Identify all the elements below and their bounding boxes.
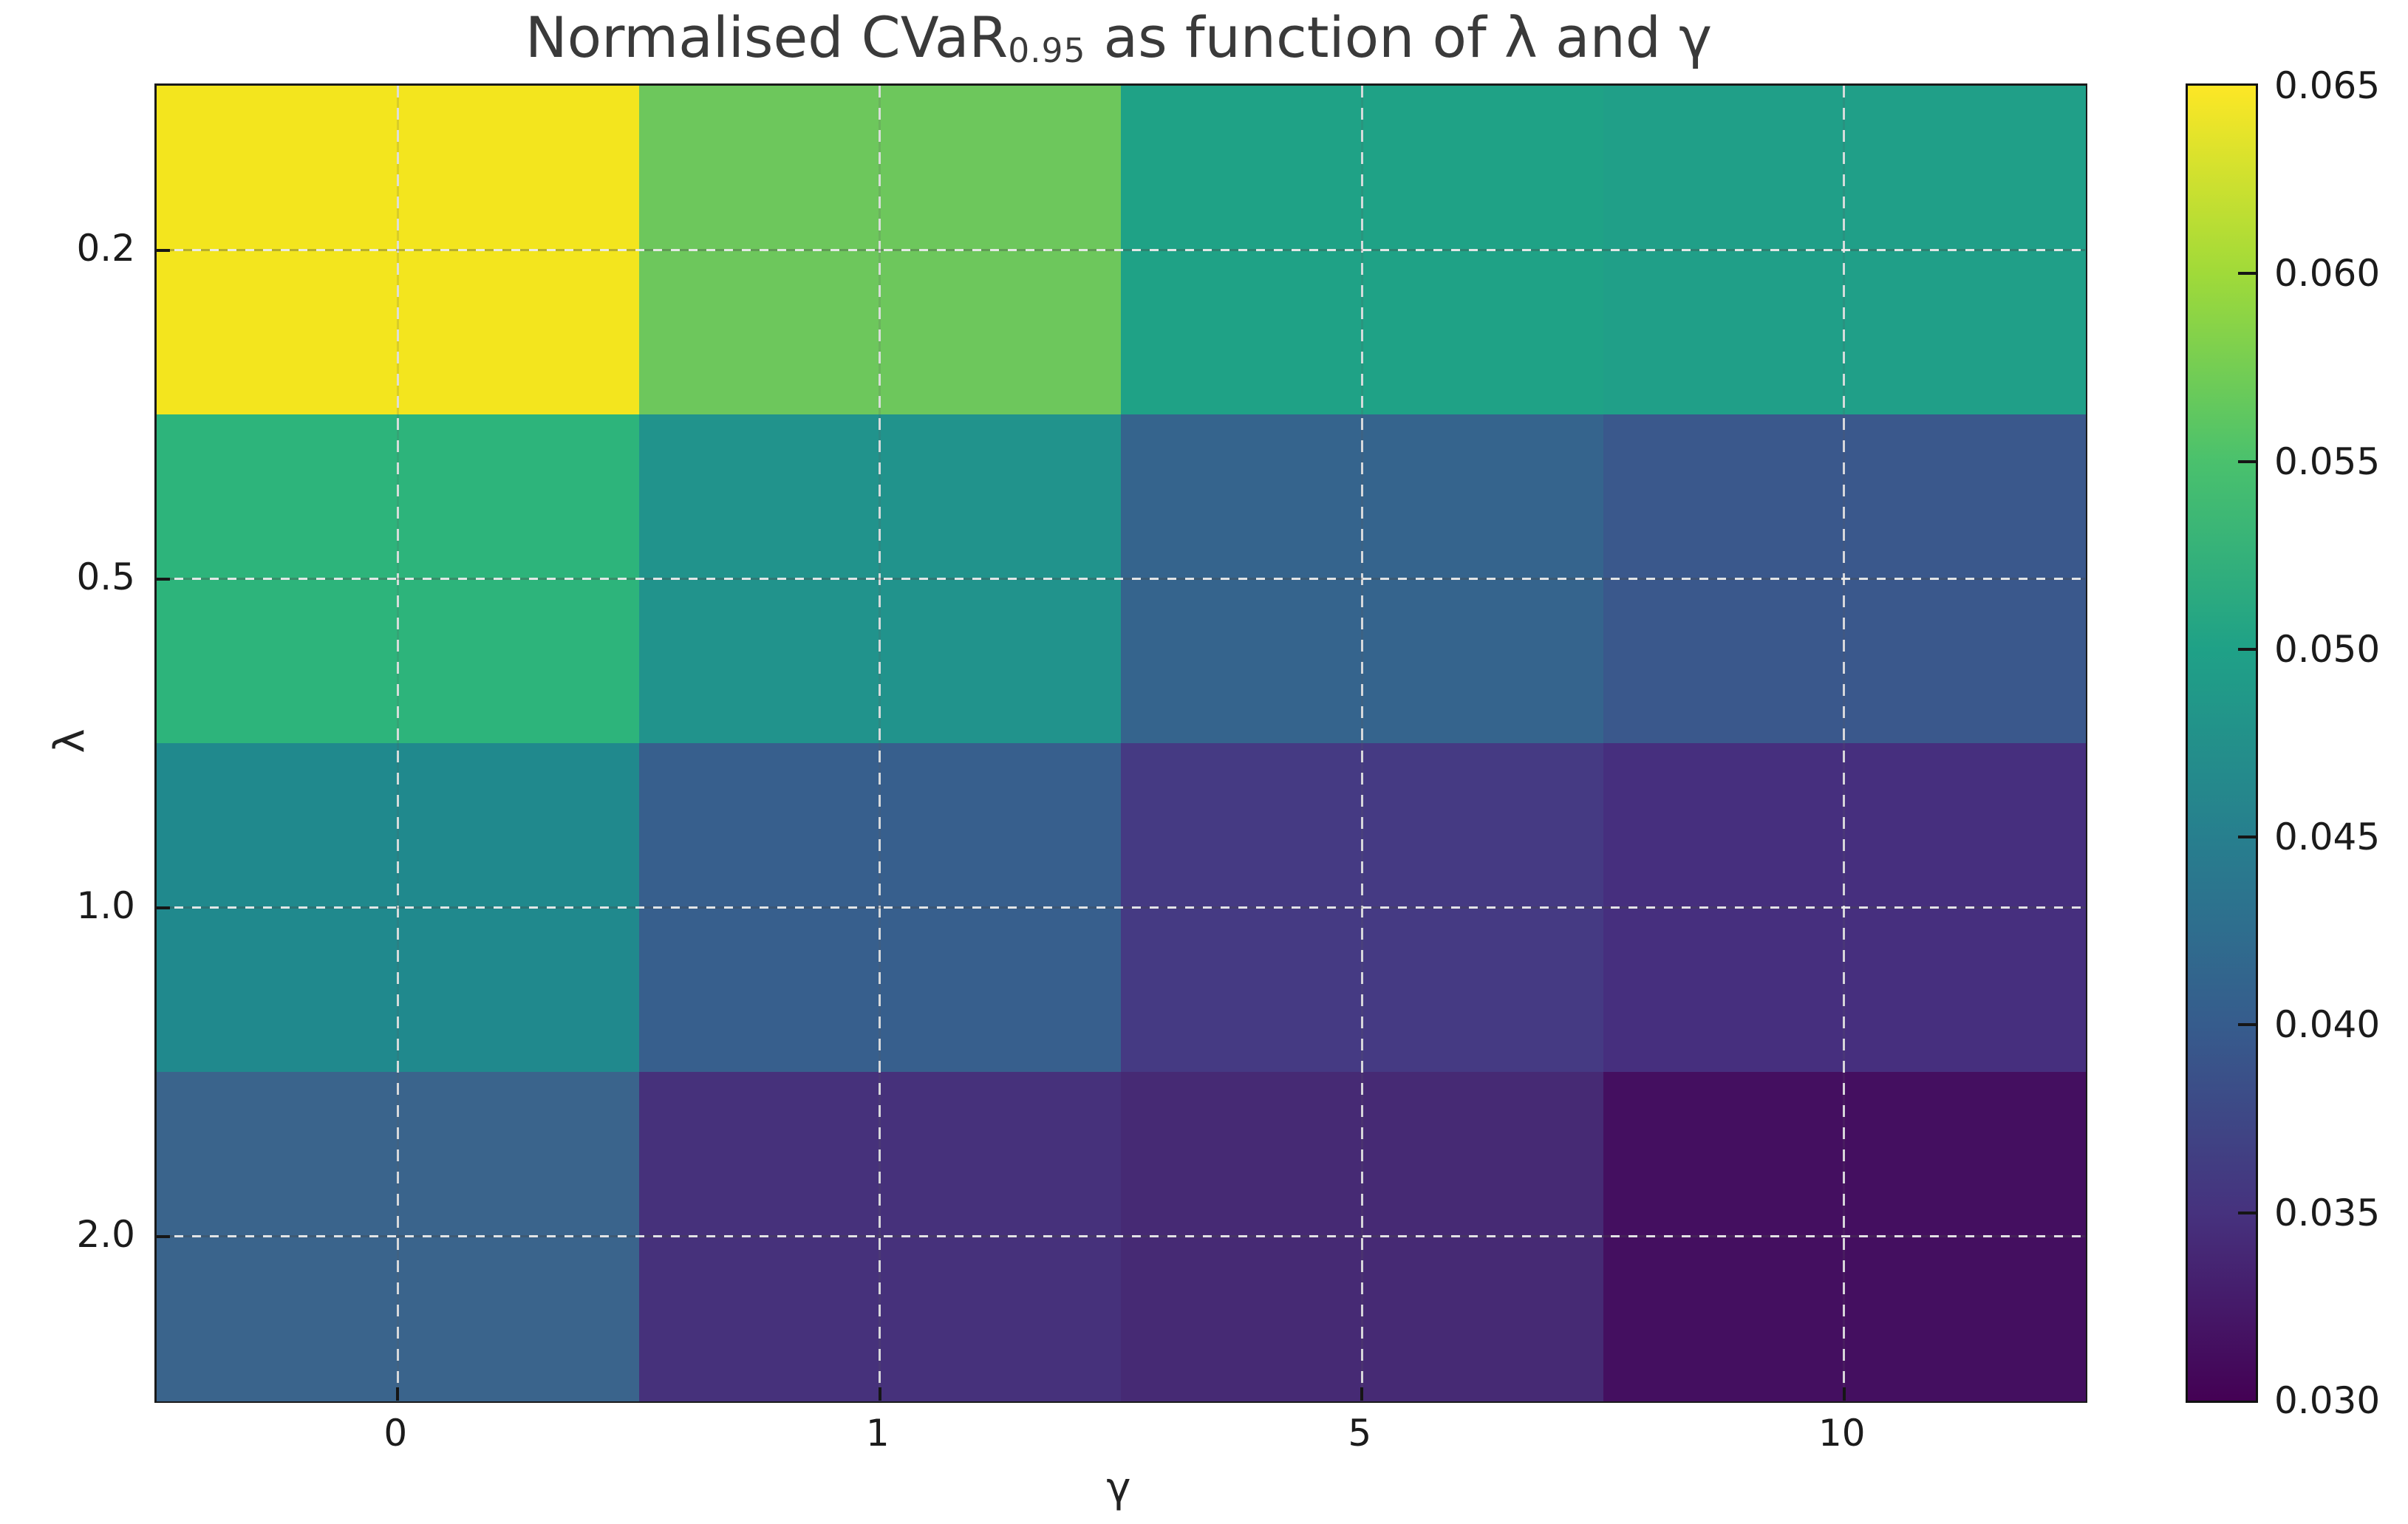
x-tick-label: 1 bbox=[865, 1412, 890, 1455]
x-tick-mark bbox=[396, 1387, 400, 1401]
colorbar-tick-mark bbox=[2238, 1023, 2256, 1027]
y-tick-label: 0.5 bbox=[76, 555, 135, 598]
colorbar bbox=[2186, 83, 2258, 1403]
colorbar-tick-label: 0.055 bbox=[2274, 440, 2381, 483]
colorbar-tick-label: 0.035 bbox=[2274, 1191, 2381, 1234]
x-tick-mark bbox=[1360, 1387, 1364, 1401]
y-tick-label: 0.2 bbox=[76, 226, 135, 270]
x-tick-mark bbox=[1842, 1387, 1846, 1401]
colorbar-tick-mark bbox=[2238, 1211, 2256, 1214]
gridline-horizontal bbox=[157, 578, 2085, 580]
y-tick-label: 1.0 bbox=[76, 884, 135, 927]
heatmap-plot-area bbox=[154, 83, 2087, 1403]
gridline-vertical bbox=[1360, 86, 1363, 1401]
gridline-vertical bbox=[879, 86, 881, 1401]
chart-title: Normalised CVaR0.95 as function of λ and… bbox=[154, 4, 2083, 70]
colorbar-tick-mark bbox=[2238, 272, 2256, 276]
colorbar-tick-label: 0.030 bbox=[2274, 1379, 2381, 1422]
y-tick-mark bbox=[157, 248, 170, 252]
y-tick-mark bbox=[157, 577, 170, 581]
chart-title-subscript: 0.95 bbox=[1008, 30, 1086, 70]
gridline-horizontal bbox=[157, 906, 2085, 909]
x-tick-label: 5 bbox=[1348, 1412, 1372, 1455]
x-axis-label: γ bbox=[1106, 1464, 1131, 1512]
gridline-vertical bbox=[396, 86, 399, 1401]
y-tick-mark bbox=[157, 1234, 170, 1238]
colorbar-tick-label: 0.050 bbox=[2274, 627, 2381, 671]
chart-title-suffix: as function of λ and γ bbox=[1085, 4, 1713, 70]
gridline-horizontal bbox=[157, 249, 2085, 251]
colorbar-tick-label: 0.065 bbox=[2274, 64, 2381, 107]
y-tick-mark bbox=[157, 906, 170, 909]
colorbar-tick-label: 0.060 bbox=[2274, 252, 2381, 295]
chart-title-prefix: Normalised CVaR bbox=[525, 4, 1009, 70]
colorbar-tick-mark bbox=[2238, 836, 2256, 839]
x-tick-mark bbox=[878, 1387, 881, 1401]
colorbar-tick-mark bbox=[2238, 459, 2256, 463]
colorbar-tick-mark bbox=[2238, 647, 2256, 651]
colorbar-tick-label: 0.040 bbox=[2274, 1003, 2381, 1047]
x-tick-label: 10 bbox=[1818, 1412, 1866, 1455]
colorbar-tick-label: 0.045 bbox=[2274, 816, 2381, 859]
y-axis-label: λ bbox=[46, 728, 94, 754]
y-tick-label: 2.0 bbox=[76, 1212, 135, 1256]
x-tick-label: 0 bbox=[383, 1412, 408, 1455]
gridline-horizontal bbox=[157, 1235, 2085, 1237]
gridline-vertical bbox=[1843, 86, 1846, 1401]
